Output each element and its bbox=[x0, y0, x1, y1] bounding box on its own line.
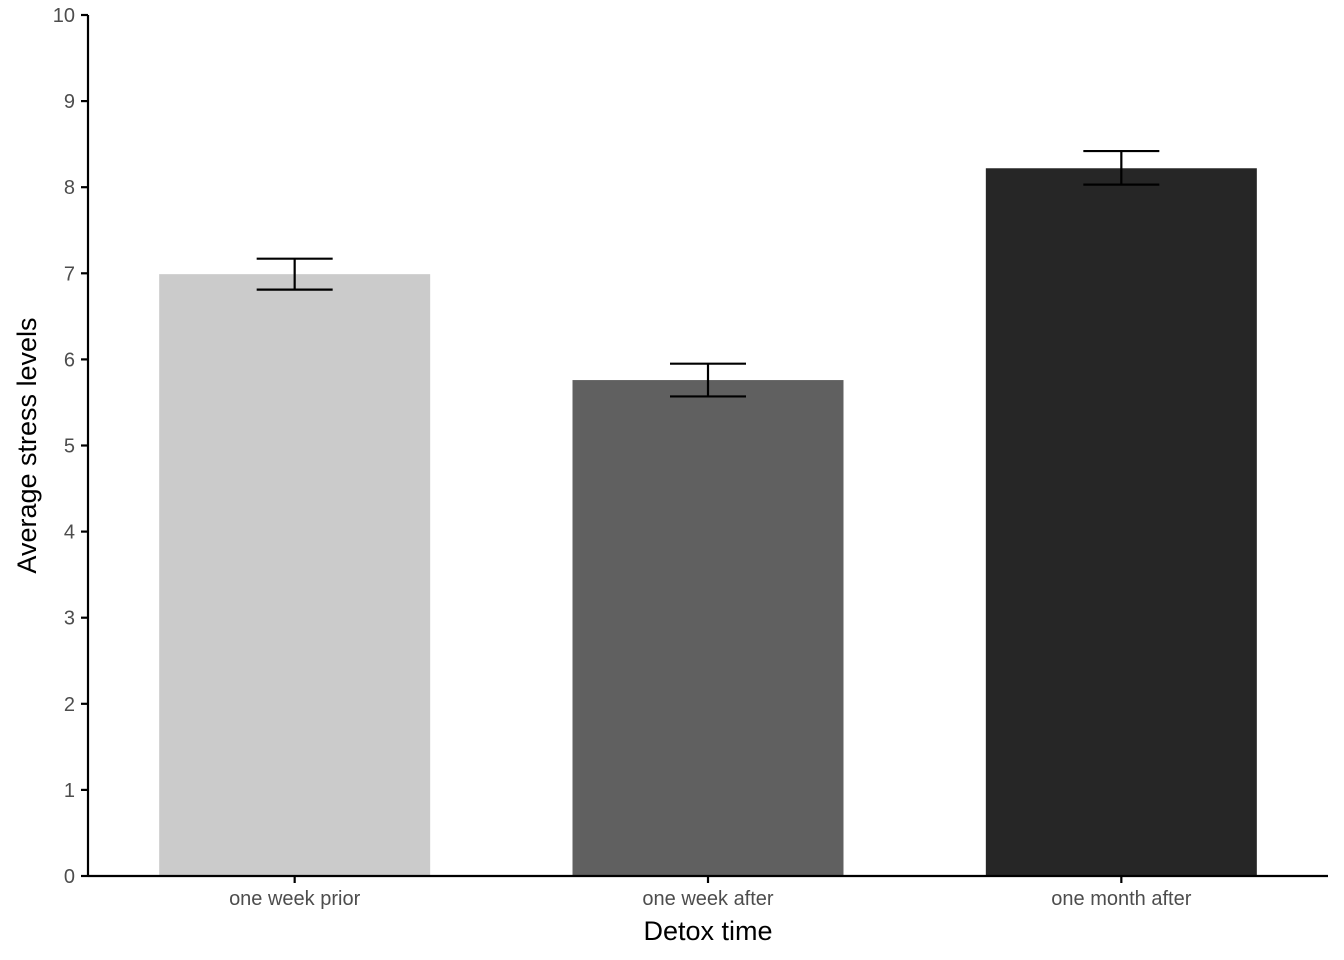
error-bar-1 bbox=[670, 362, 746, 398]
y-tick-label: 2 bbox=[64, 694, 75, 716]
y-tick-label: 7 bbox=[64, 263, 75, 285]
x-axis-title: Detox time bbox=[643, 916, 772, 946]
y-tick-label: 6 bbox=[64, 349, 75, 371]
bar-1 bbox=[572, 380, 844, 876]
bar-0 bbox=[159, 274, 431, 876]
y-tick-label: 4 bbox=[64, 522, 75, 544]
y-axis-title: Average stress levels bbox=[12, 317, 42, 573]
y-tick-label: 9 bbox=[64, 91, 75, 113]
y-tick-label: 8 bbox=[64, 177, 75, 199]
y-tick-label: 3 bbox=[64, 608, 75, 630]
y-tick-label: 0 bbox=[64, 866, 75, 888]
bars-layer bbox=[159, 168, 1257, 876]
y-tick-label: 5 bbox=[64, 436, 75, 458]
bar-2 bbox=[985, 168, 1257, 876]
error-bars-layer bbox=[256, 149, 1160, 398]
error-bar-0 bbox=[256, 257, 333, 291]
error-bar-2 bbox=[1083, 149, 1160, 186]
x-tick-label: one month after bbox=[1051, 888, 1191, 910]
x-tick-label: one week after bbox=[642, 888, 774, 910]
x-tick-label: one week prior bbox=[229, 888, 361, 910]
y-tick-label: 1 bbox=[64, 780, 75, 802]
y-tick-label: 10 bbox=[53, 5, 75, 27]
x-axis: one week prior one week after one month af… bbox=[88, 874, 1328, 910]
y-axis: 0 1 2 3 4 5 6 7 8 9 10 bbox=[53, 5, 90, 888]
